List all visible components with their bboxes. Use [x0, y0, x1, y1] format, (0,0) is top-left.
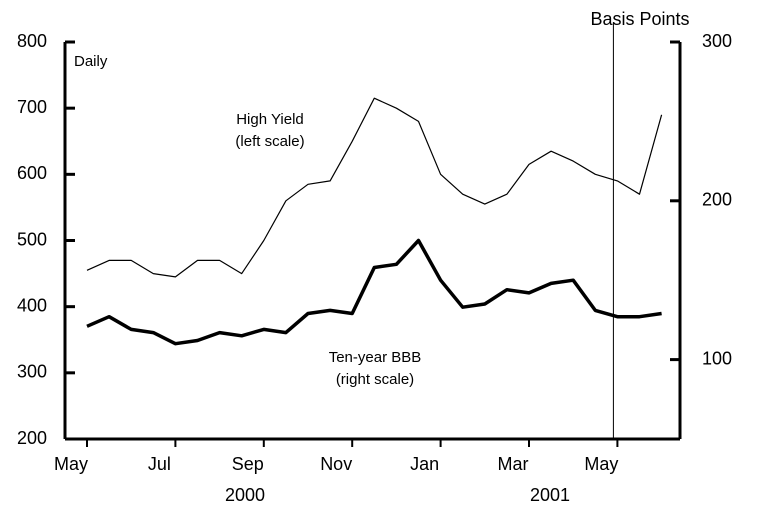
- series-line: [86, 97, 663, 278]
- series-label: Ten-year BBB: [329, 349, 422, 366]
- y-tick-label: 700: [17, 97, 47, 117]
- series-annotation: (right scale): [336, 371, 414, 388]
- y2-tick-label: 200: [702, 190, 732, 210]
- y2-tick-label: 100: [702, 348, 732, 368]
- y-tick-label: 800: [17, 31, 47, 51]
- x-tick-label: May: [54, 454, 88, 474]
- y-axis-label: Daily: [74, 53, 108, 70]
- x-tick-label: Mar: [498, 454, 529, 474]
- y-tick-label: 400: [17, 295, 47, 315]
- year-label: 2000: [225, 485, 265, 505]
- x-tick-label: Nov: [320, 454, 352, 474]
- y-tick-label: 200: [17, 428, 47, 448]
- x-tick-label: Sep: [232, 454, 264, 474]
- series-label: High Yield: [236, 111, 304, 128]
- series-line: [86, 238, 662, 346]
- y-tick-label: 300: [17, 362, 47, 382]
- y2-tick-label: 300: [702, 31, 732, 51]
- series-annotation: (left scale): [235, 133, 304, 150]
- year-label: 2001: [530, 485, 570, 505]
- y-tick-label: 500: [17, 229, 47, 249]
- x-tick-label: May: [584, 454, 618, 474]
- x-tick-label: Jul: [148, 454, 171, 474]
- y2-axis-label: Basis Points: [590, 9, 689, 29]
- x-tick-label: Jan: [410, 454, 439, 474]
- y-tick-label: 600: [17, 163, 47, 183]
